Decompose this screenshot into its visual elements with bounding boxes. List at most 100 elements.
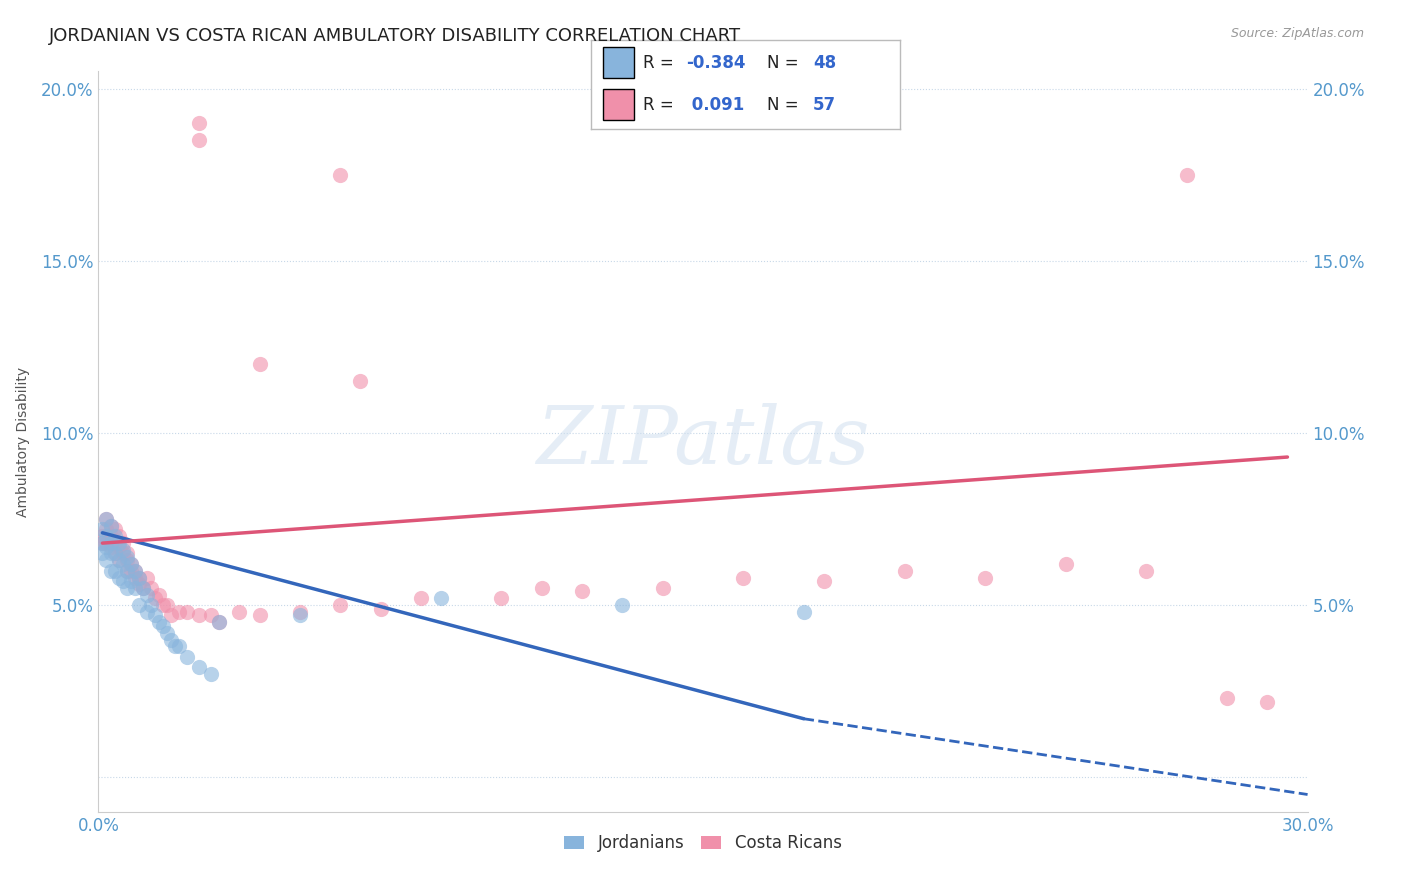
Point	[100, 519, 122, 533]
Point	[148, 588, 170, 602]
Y-axis label: Ambulatory Disability: Ambulatory Disability	[15, 367, 30, 516]
Point	[974, 570, 997, 584]
Point	[1054, 557, 1077, 571]
Point	[409, 591, 432, 606]
Point	[208, 615, 231, 630]
Point	[139, 598, 162, 612]
Point	[107, 540, 129, 554]
Point	[288, 608, 311, 623]
Point	[160, 632, 183, 647]
Point	[156, 625, 179, 640]
Point	[115, 553, 138, 567]
Point	[893, 564, 915, 578]
Point	[491, 591, 513, 606]
Point	[115, 546, 138, 560]
Point	[1175, 168, 1198, 182]
Point	[103, 546, 125, 560]
Point	[120, 564, 142, 578]
Point	[176, 605, 198, 619]
Point	[200, 667, 222, 681]
Point	[107, 570, 129, 584]
FancyBboxPatch shape	[603, 47, 634, 78]
Point	[96, 512, 118, 526]
Point	[329, 598, 352, 612]
Point	[651, 581, 673, 595]
Text: 57: 57	[813, 96, 837, 114]
Text: N =: N =	[766, 96, 804, 114]
Point	[163, 640, 186, 654]
Point	[100, 540, 122, 554]
Point	[200, 608, 222, 623]
Point	[91, 546, 114, 560]
Text: Source: ZipAtlas.com: Source: ZipAtlas.com	[1230, 27, 1364, 40]
Point	[813, 574, 835, 588]
Text: JORDANIAN VS COSTA RICAN AMBULATORY DISABILITY CORRELATION CHART: JORDANIAN VS COSTA RICAN AMBULATORY DISA…	[49, 27, 741, 45]
Point	[148, 615, 170, 630]
Point	[124, 570, 146, 584]
Point	[249, 608, 271, 623]
Point	[793, 605, 815, 619]
Point	[167, 640, 190, 654]
Point	[96, 529, 118, 543]
Point	[135, 588, 157, 602]
Point	[128, 570, 150, 584]
Point	[103, 546, 125, 560]
Point	[103, 529, 125, 543]
Point	[107, 553, 129, 567]
Point	[115, 549, 138, 564]
Point	[1256, 694, 1278, 708]
Point	[96, 522, 118, 536]
Point	[100, 546, 122, 560]
Point	[111, 536, 134, 550]
Point	[111, 543, 134, 558]
Text: R =: R =	[643, 54, 679, 72]
Point	[128, 598, 150, 612]
Point	[143, 591, 166, 606]
Point	[100, 519, 122, 533]
Point	[1135, 564, 1157, 578]
Point	[107, 536, 129, 550]
Point	[111, 574, 134, 588]
Point	[188, 133, 211, 147]
Point	[128, 577, 150, 591]
Point	[111, 557, 134, 571]
Point	[152, 619, 174, 633]
Point	[160, 608, 183, 623]
Point	[288, 605, 311, 619]
Point	[132, 581, 155, 595]
Point	[188, 660, 211, 674]
Point	[107, 529, 129, 543]
Point	[1216, 691, 1239, 706]
Point	[96, 512, 118, 526]
Point	[100, 536, 122, 550]
Point	[612, 598, 634, 612]
Point	[249, 357, 271, 371]
Text: N =: N =	[766, 54, 804, 72]
Text: -0.384: -0.384	[686, 54, 747, 72]
Point	[188, 608, 211, 623]
Point	[167, 605, 190, 619]
Point	[96, 536, 118, 550]
Legend: Jordanians, Costa Ricans: Jordanians, Costa Ricans	[558, 828, 848, 859]
Point	[91, 536, 114, 550]
Point	[115, 564, 138, 578]
Text: R =: R =	[643, 96, 679, 114]
Point	[96, 553, 118, 567]
Point	[132, 581, 155, 595]
Point	[139, 581, 162, 595]
Point	[329, 168, 352, 182]
Point	[91, 529, 114, 543]
Point	[103, 522, 125, 536]
Point	[128, 570, 150, 584]
Text: 0.091: 0.091	[686, 96, 745, 114]
Point	[120, 557, 142, 571]
Point	[349, 374, 371, 388]
Point	[120, 574, 142, 588]
Point	[100, 564, 122, 578]
Point	[143, 608, 166, 623]
Point	[430, 591, 453, 606]
Point	[91, 522, 114, 536]
FancyBboxPatch shape	[603, 89, 634, 120]
Point	[115, 564, 138, 578]
Point	[733, 570, 755, 584]
